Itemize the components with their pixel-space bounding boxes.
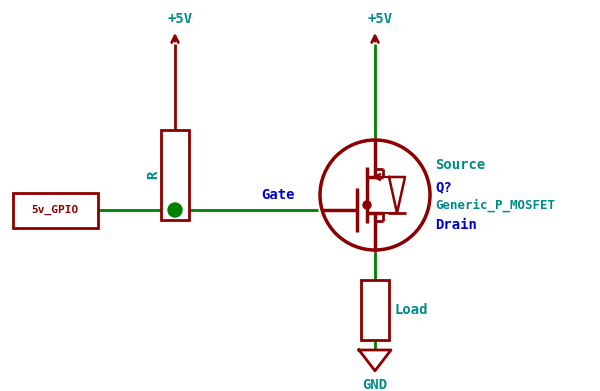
Text: Q?: Q? (435, 180, 452, 194)
Text: 5v_GPIO: 5v_GPIO (31, 205, 79, 215)
Text: R: R (146, 171, 160, 179)
Bar (161, 130, 189, 220)
Text: +5V: +5V (367, 12, 392, 26)
Text: Generic_P_MOSFET: Generic_P_MOSFET (435, 198, 555, 212)
Text: Source: Source (435, 158, 485, 172)
Bar (361, 280, 389, 340)
Circle shape (363, 201, 371, 209)
Text: +5V: +5V (167, 12, 193, 26)
Text: Drain: Drain (435, 218, 477, 232)
Circle shape (168, 203, 182, 217)
FancyBboxPatch shape (13, 192, 97, 228)
Text: Load: Load (395, 303, 428, 317)
Text: GND: GND (362, 378, 388, 391)
Text: Gate: Gate (262, 188, 295, 202)
